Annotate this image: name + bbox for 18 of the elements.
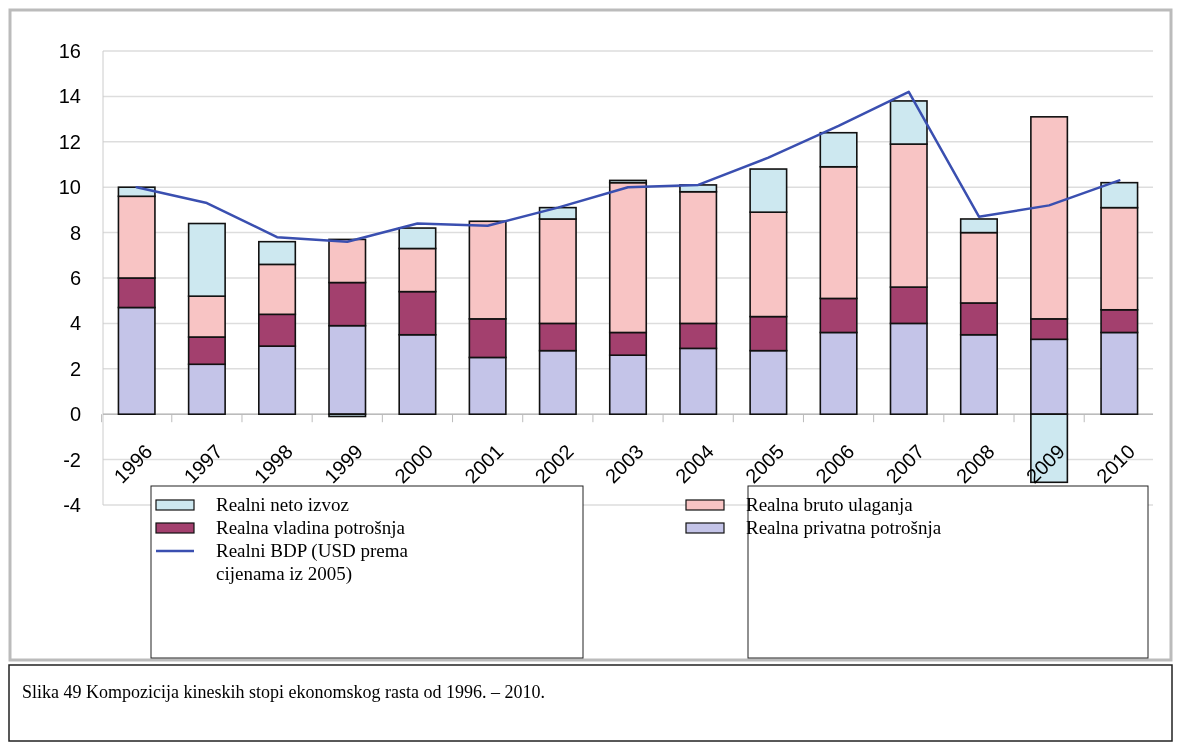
legend-label: Realni BDP (USD prema cijenama iz 2005) [216, 540, 409, 585]
line-series [135, 90, 1121, 243]
y-tick-label: 16 [58, 40, 81, 62]
y-tick-label: -2 [63, 448, 81, 471]
y-tick-label: 2 [69, 357, 81, 380]
y-tick-label: 0 [69, 403, 81, 426]
legend-label: Realna privatna potrošnja [746, 517, 942, 538]
y-tick-label: -4 [63, 494, 81, 516]
legend-label: Realni neto izvoz [216, 494, 349, 515]
legend-label: Realna vladina potrošnja [216, 517, 406, 538]
text: Slika 49 Kompozicija kineskih stopi ekonomskog rasta od 1996. – 2010. [22, 682, 545, 702]
legend-label: Realna bruto ulaganja [746, 494, 914, 515]
y-tick-label: 10 [58, 176, 81, 199]
y-tick-label: 12 [58, 130, 81, 153]
y-tick-label: 8 [69, 221, 81, 244]
y-tick-label: 14 [58, 85, 81, 108]
y-tick-label: 6 [69, 267, 81, 289]
y-tick-label: 4 [69, 312, 81, 335]
